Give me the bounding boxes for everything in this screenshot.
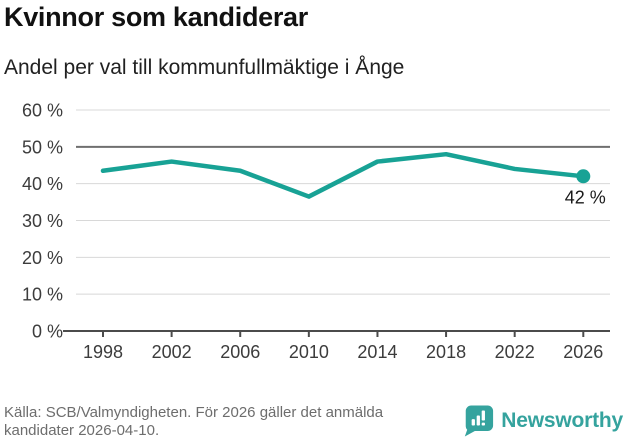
y-tick-label: 50 % xyxy=(22,137,63,157)
newsworthy-icon xyxy=(465,405,494,437)
x-tick-label: 2010 xyxy=(289,342,329,362)
y-tick-label: 0 % xyxy=(32,322,63,342)
end-point-label: 42 % xyxy=(565,187,606,207)
source-line-1: Källa: SCB/Valmyndigheten. För 2026 gäll… xyxy=(4,404,384,421)
y-tick-label: 30 % xyxy=(22,211,63,231)
y-tick-label: 10 % xyxy=(22,285,63,305)
y-tick-label: 20 % xyxy=(22,248,63,268)
x-tick-label: 2006 xyxy=(220,342,260,362)
x-tick-label: 2022 xyxy=(495,342,535,362)
y-tick-label: 40 % xyxy=(22,174,63,194)
source-note: Källa: SCB/Valmyndigheten. För 2026 gäll… xyxy=(4,399,383,439)
chart-footer: Källa: SCB/Valmyndigheten. För 2026 gäll… xyxy=(4,399,623,439)
chart-subtitle: Andel per val till kommunfullmäktige i Å… xyxy=(4,56,405,79)
logo-exclamation-dot xyxy=(481,422,486,426)
source-line-2: kandidater 2026-04-10. xyxy=(4,421,160,439)
x-tick-label: 2026 xyxy=(563,342,603,362)
newsworthy-wordmark: Newsworthy xyxy=(501,409,623,432)
end-point-marker xyxy=(576,169,591,184)
x-tick-label: 2018 xyxy=(426,342,466,362)
x-tick-label: 2014 xyxy=(357,342,397,362)
chart-title: Kvinnor som kandiderar xyxy=(4,2,308,32)
y-tick-label: 60 % xyxy=(22,101,63,121)
x-tick-label: 2002 xyxy=(152,342,192,362)
line-chart: 60 % 50 % 40 % 30 % 20 % 10 % 0 % 1998 2002 2006 2… xyxy=(22,101,610,362)
data-line-series xyxy=(100,151,586,199)
logo-bar-tall xyxy=(476,415,481,426)
logo-bar-short xyxy=(471,419,476,426)
newsworthy-logo[interactable]: Newsworthy xyxy=(463,404,623,438)
x-tick-label: 1998 xyxy=(83,342,123,362)
logo-exclamation-stroke xyxy=(481,410,486,421)
